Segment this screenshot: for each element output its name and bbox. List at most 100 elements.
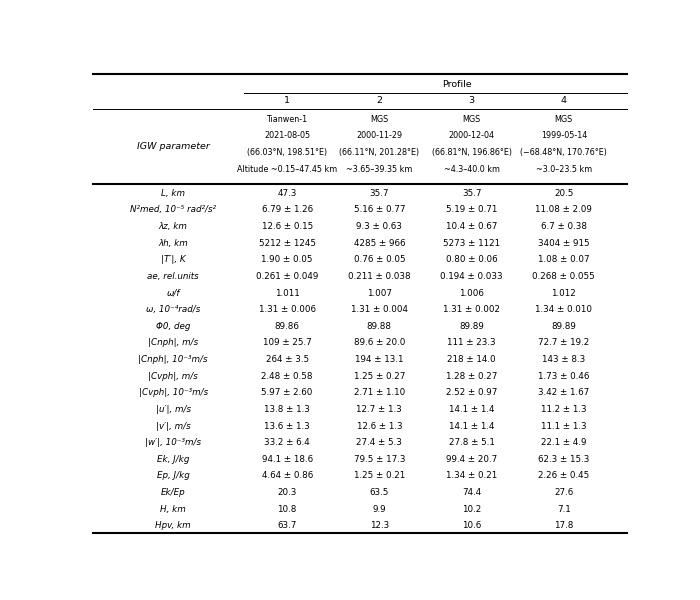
Text: 72.7 ± 19.2: 72.7 ± 19.2: [538, 338, 589, 347]
Text: 27.8 ± 5.1: 27.8 ± 5.1: [449, 438, 494, 447]
Text: 5273 ± 1121: 5273 ± 1121: [443, 239, 500, 248]
Text: MGS: MGS: [370, 115, 388, 124]
Text: 11.1 ± 1.3: 11.1 ± 1.3: [541, 422, 587, 431]
Text: 13.6 ± 1.3: 13.6 ± 1.3: [265, 422, 310, 431]
Text: 1.011: 1.011: [275, 289, 300, 298]
Text: 1999-05-14: 1999-05-14: [540, 131, 587, 140]
Text: 3: 3: [468, 97, 475, 106]
Text: |Cnph|, m/s: |Cnph|, m/s: [148, 338, 198, 347]
Text: |u′|, m/s: |u′|, m/s: [155, 405, 190, 414]
Text: 35.7: 35.7: [370, 189, 389, 198]
Text: ~4.3–40.0 km: ~4.3–40.0 km: [444, 164, 500, 173]
Text: 109 ± 25.7: 109 ± 25.7: [262, 338, 312, 347]
Text: (−68.48°N, 170.76°E): (−68.48°N, 170.76°E): [520, 148, 608, 157]
Text: Ek, J/kg: Ek, J/kg: [157, 455, 190, 464]
Text: N²med, 10⁻⁵ rad²/s²: N²med, 10⁻⁵ rad²/s²: [130, 205, 216, 214]
Text: 4.64 ± 0.86: 4.64 ± 0.86: [262, 472, 313, 481]
Text: ~3.65–39.35 km: ~3.65–39.35 km: [346, 164, 412, 173]
Text: 5.97 ± 2.60: 5.97 ± 2.60: [262, 388, 313, 397]
Text: 1.34 ± 0.21: 1.34 ± 0.21: [446, 472, 497, 481]
Text: (66.11°N, 201.28°E): (66.11°N, 201.28°E): [340, 148, 419, 157]
Text: |Cnph|, 10⁻³m/s: |Cnph|, 10⁻³m/s: [139, 355, 208, 364]
Text: |Cvph|, m/s: |Cvph|, m/s: [148, 371, 198, 380]
Text: 1.28 ± 0.27: 1.28 ± 0.27: [446, 371, 497, 380]
Text: 1: 1: [284, 97, 290, 106]
Text: 33.2 ± 6.4: 33.2 ± 6.4: [265, 438, 310, 447]
Text: 2.52 ± 0.97: 2.52 ± 0.97: [446, 388, 497, 397]
Text: 94.1 ± 18.6: 94.1 ± 18.6: [262, 455, 313, 464]
Text: 0.268 ± 0.055: 0.268 ± 0.055: [533, 272, 595, 281]
Text: ω, 10⁻⁴rad/s: ω, 10⁻⁴rad/s: [146, 305, 200, 314]
Text: 264 ± 3.5: 264 ± 3.5: [265, 355, 309, 364]
Text: Φ0, deg: Φ0, deg: [156, 322, 190, 331]
Text: 5212 ± 1245: 5212 ± 1245: [258, 239, 316, 248]
Text: MGS: MGS: [554, 115, 573, 124]
Text: 13.8 ± 1.3: 13.8 ± 1.3: [264, 405, 310, 414]
Text: 14.1 ± 1.4: 14.1 ± 1.4: [449, 405, 494, 414]
Text: 1.08 ± 0.07: 1.08 ± 0.07: [538, 255, 589, 264]
Text: 1.31 ± 0.006: 1.31 ± 0.006: [258, 305, 316, 314]
Text: 10.6: 10.6: [462, 521, 481, 530]
Text: 143 ± 8.3: 143 ± 8.3: [542, 355, 585, 364]
Text: 20.3: 20.3: [277, 488, 297, 497]
Text: ~3.0–23.5 km: ~3.0–23.5 km: [536, 164, 592, 173]
Text: 10.2: 10.2: [462, 505, 481, 514]
Text: 35.7: 35.7: [462, 189, 482, 198]
Text: Hpv, km: Hpv, km: [155, 521, 191, 530]
Text: 6.7 ± 0.38: 6.7 ± 0.38: [541, 222, 587, 231]
Text: |v′|, m/s: |v′|, m/s: [156, 422, 190, 431]
Text: 74.4: 74.4: [462, 488, 481, 497]
Text: 1.007: 1.007: [367, 289, 392, 298]
Text: 99.4 ± 20.7: 99.4 ± 20.7: [446, 455, 497, 464]
Text: 9.9: 9.9: [372, 505, 386, 514]
Text: L, km: L, km: [161, 189, 186, 198]
Text: 1.012: 1.012: [552, 289, 576, 298]
Text: 218 ± 14.0: 218 ± 14.0: [447, 355, 496, 364]
Text: 2021-08-05: 2021-08-05: [264, 131, 310, 140]
Text: 2000-12-04: 2000-12-04: [449, 131, 495, 140]
Text: 1.73 ± 0.46: 1.73 ± 0.46: [538, 371, 589, 380]
Text: Tianwen-1: Tianwen-1: [267, 115, 308, 124]
Text: 2: 2: [377, 97, 382, 106]
Text: 12.7 ± 1.3: 12.7 ± 1.3: [356, 405, 402, 414]
Text: H, km: H, km: [160, 505, 186, 514]
Text: 11.08 ± 2.09: 11.08 ± 2.09: [536, 205, 592, 214]
Text: 0.194 ± 0.033: 0.194 ± 0.033: [440, 272, 503, 281]
Text: 10.8: 10.8: [277, 505, 297, 514]
Text: 1.90 ± 0.05: 1.90 ± 0.05: [261, 255, 313, 264]
Text: 14.1 ± 1.4: 14.1 ± 1.4: [449, 422, 494, 431]
Text: 2000-11-29: 2000-11-29: [356, 131, 402, 140]
Text: 0.261 ± 0.049: 0.261 ± 0.049: [256, 272, 318, 281]
Text: |T′|, K: |T′|, K: [161, 255, 186, 264]
Text: 27.6: 27.6: [554, 488, 573, 497]
Text: 6.79 ± 1.26: 6.79 ± 1.26: [262, 205, 313, 214]
Text: |w′|, 10⁻³m/s: |w′|, 10⁻³m/s: [145, 438, 201, 447]
Text: 2.71 ± 1.10: 2.71 ± 1.10: [354, 388, 405, 397]
Text: 22.1 ± 4.9: 22.1 ± 4.9: [541, 438, 587, 447]
Text: Ep, J/kg: Ep, J/kg: [157, 472, 190, 481]
Text: 10.4 ± 0.67: 10.4 ± 0.67: [446, 222, 497, 231]
Text: |Cvph|, 10⁻³m/s: |Cvph|, 10⁻³m/s: [139, 388, 208, 397]
Text: 4285 ± 966: 4285 ± 966: [354, 239, 405, 248]
Text: 11.2 ± 1.3: 11.2 ± 1.3: [541, 405, 587, 414]
Text: 12.6 ± 1.3: 12.6 ± 1.3: [356, 422, 402, 431]
Text: (66.03°N, 198.51°E): (66.03°N, 198.51°E): [247, 148, 327, 157]
Text: 111 ± 23.3: 111 ± 23.3: [447, 338, 496, 347]
Text: 12.3: 12.3: [370, 521, 389, 530]
Text: 63.7: 63.7: [277, 521, 297, 530]
Text: 89.89: 89.89: [459, 322, 484, 331]
Text: 5.19 ± 0.71: 5.19 ± 0.71: [446, 205, 497, 214]
Text: λz, km: λz, km: [159, 222, 188, 231]
Text: 20.5: 20.5: [554, 189, 573, 198]
Text: (66.81°N, 196.86°E): (66.81°N, 196.86°E): [432, 148, 512, 157]
Text: 1.25 ± 0.27: 1.25 ± 0.27: [354, 371, 405, 380]
Text: 89.6 ± 20.0: 89.6 ± 20.0: [354, 338, 405, 347]
Text: Ek/Ep: Ek/Ep: [161, 488, 186, 497]
Text: 1.34 ± 0.010: 1.34 ± 0.010: [536, 305, 592, 314]
Text: 1.31 ± 0.004: 1.31 ± 0.004: [351, 305, 408, 314]
Text: 194 ± 13.1: 194 ± 13.1: [355, 355, 404, 364]
Text: 89.88: 89.88: [367, 322, 392, 331]
Text: ae, rel.units: ae, rel.units: [148, 272, 199, 281]
Text: 79.5 ± 17.3: 79.5 ± 17.3: [354, 455, 405, 464]
Text: 89.89: 89.89: [552, 322, 576, 331]
